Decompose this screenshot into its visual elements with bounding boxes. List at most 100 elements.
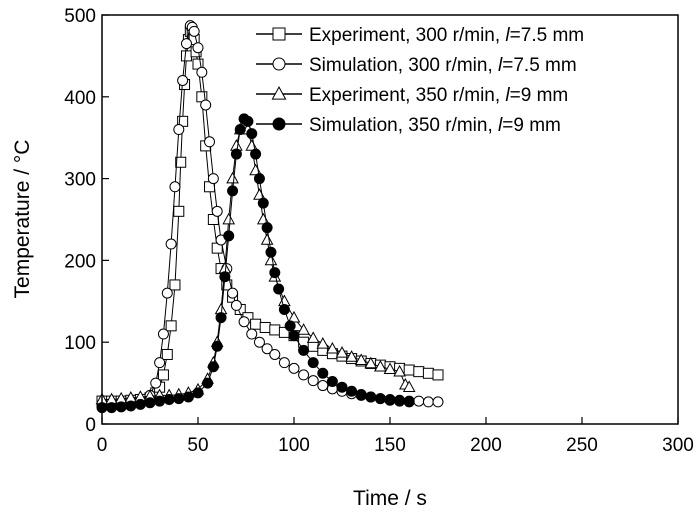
data-point (432, 396, 444, 408)
data-point (316, 337, 330, 349)
legend-label-variable: l (498, 115, 503, 136)
data-point (365, 391, 377, 403)
data-point (422, 367, 434, 379)
data-point (269, 348, 281, 360)
legend-label: Experiment, 350 r/min, l=9 mm (309, 85, 568, 106)
data-point (336, 381, 348, 393)
data-point (413, 366, 425, 378)
data-point (346, 385, 358, 397)
x-axis-title: Time / s (353, 487, 427, 510)
data-point (326, 341, 339, 354)
x-tick-label: 0 (97, 435, 108, 456)
data-point (177, 74, 189, 86)
data-point (403, 364, 415, 376)
y-axis-title: Temperature / °C (11, 140, 34, 299)
data-point (250, 148, 262, 160)
data-point (306, 331, 320, 343)
data-point (169, 279, 181, 291)
data-point (211, 340, 223, 352)
data-point (307, 375, 319, 387)
x-tick-label: 150 (374, 435, 406, 456)
data-point (253, 336, 265, 348)
legend-label-variable: l (498, 55, 503, 76)
data-point (261, 343, 273, 355)
data-point (374, 359, 387, 372)
x-tick-label: 200 (470, 435, 502, 456)
data-point (393, 364, 406, 377)
data-point (227, 185, 239, 197)
data-point (188, 25, 200, 37)
data-point (154, 395, 166, 407)
data-point (317, 367, 329, 379)
data-point (234, 124, 246, 136)
data-point (207, 361, 219, 373)
data-point (265, 246, 277, 258)
data-point (298, 369, 310, 381)
data-point (223, 230, 235, 242)
data-point (253, 173, 265, 185)
data-point (364, 356, 378, 369)
legend-label: Experiment, 300 r/min, l=7.5 mm (309, 25, 584, 46)
data-point (144, 397, 156, 409)
data-point (238, 316, 250, 328)
legend-label-prefix: Simulation, 350 r/min, (309, 115, 498, 136)
legend-label-suffix: =9 mm (502, 115, 561, 136)
data-point (165, 238, 177, 250)
legend-item-2: Simulation, 300 r/min, l=7.5 mm (256, 55, 577, 76)
data-point (125, 400, 137, 412)
data-point (264, 253, 278, 266)
legend-marker (271, 86, 287, 100)
legend-label-suffix: =7.5 mm (510, 25, 584, 46)
data-point (230, 299, 242, 311)
y-tick-label: 0 (85, 415, 96, 436)
legend-label-prefix: Experiment, 300 r/min, (309, 25, 505, 46)
series-4 (96, 113, 415, 414)
data-point (200, 99, 212, 111)
data-point (278, 303, 290, 315)
data-point (278, 357, 290, 369)
y-tick-label: 200 (64, 251, 96, 272)
x-tick-label: 100 (278, 435, 310, 456)
data-point (180, 50, 192, 62)
data-point (207, 173, 219, 185)
data-point (163, 393, 175, 405)
legend-marker (272, 57, 286, 71)
data-point (173, 205, 185, 217)
data-point (413, 395, 425, 407)
data-point (227, 287, 239, 299)
data-point (273, 283, 285, 295)
data-point (230, 148, 242, 160)
legend-item-1: Experiment, 300 r/min, l=7.5 mm (256, 25, 584, 46)
data-point (226, 171, 239, 184)
legend: Experiment, 300 r/min, l=7.5 mmSimulatio… (256, 25, 584, 136)
data-point (215, 312, 227, 324)
x-tick-label: 300 (662, 435, 694, 456)
legend-label-prefix: Simulation, 300 r/min, (309, 55, 498, 76)
data-point (161, 348, 173, 360)
data-point (326, 375, 338, 387)
data-point (269, 324, 281, 336)
data-point (269, 267, 281, 279)
data-point (165, 320, 177, 332)
data-point (242, 115, 254, 127)
data-point (297, 323, 310, 335)
x-tick-label: 50 (187, 435, 208, 456)
legend-label-prefix: Experiment, 350 r/min, (309, 85, 505, 106)
legend-label-suffix: =7.5 mm (502, 55, 576, 76)
legend-label-suffix: =9 mm (510, 85, 569, 106)
data-point (192, 387, 204, 399)
data-point (106, 402, 118, 414)
data-point (384, 394, 396, 406)
data-point (173, 393, 185, 405)
data-point (422, 396, 434, 408)
legend-item-3: Experiment, 350 r/min, l=9 mm (256, 85, 568, 106)
legend-label: Simulation, 300 r/min, l=7.5 mm (309, 55, 577, 76)
legend-marker (272, 27, 286, 41)
legend-label: Simulation, 350 r/min, l=9 mm (309, 115, 561, 136)
data-point (202, 377, 214, 389)
y-tick-label: 400 (64, 88, 96, 109)
data-point (257, 197, 269, 209)
data-point (383, 362, 397, 375)
data-point (161, 287, 173, 299)
data-point (335, 346, 349, 358)
